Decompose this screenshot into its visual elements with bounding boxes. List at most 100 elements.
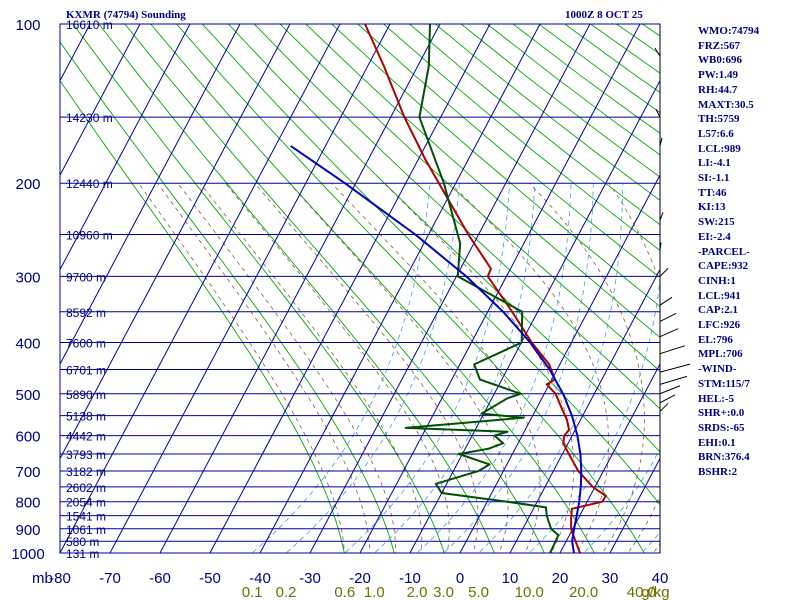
wind-barb-column <box>654 0 691 553</box>
dry-adiabat <box>176 24 645 553</box>
index-item: MAXT:30.5 <box>698 98 754 111</box>
isotherm <box>359 24 641 553</box>
isotherm <box>159 24 441 553</box>
index-item: LI:-4.1 <box>698 157 731 170</box>
dry-adiabat <box>305 24 660 339</box>
mixing-ratio-label: 3.0 <box>433 584 454 600</box>
index-item: -PARCEL- <box>698 245 750 258</box>
wind-barb <box>659 137 663 147</box>
moist-adiabat <box>254 182 479 553</box>
index-item: LCL:989 <box>698 142 741 155</box>
wind-barb <box>659 296 673 306</box>
index-item: BRN:376.4 <box>698 451 750 464</box>
dry-adiabat <box>150 24 595 553</box>
dry-adiabat <box>279 24 660 372</box>
temperature-tick-label: 20 <box>552 570 569 587</box>
dry-adiabat <box>60 80 345 553</box>
mixing-ratio-line <box>478 183 624 553</box>
height-label: 5138 m <box>66 410 106 424</box>
mixing-ratio-line <box>528 277 660 553</box>
dry-adiabat <box>331 24 660 308</box>
dry-adiabat <box>202 24 660 506</box>
temperature-trace <box>364 24 607 553</box>
height-label: 14230 m <box>66 111 113 125</box>
mixing-ratio-line <box>344 183 511 553</box>
index-item: L57:6.6 <box>698 127 734 140</box>
wind-barb <box>659 375 688 385</box>
index-item: LCL:941 <box>698 289 741 302</box>
isotherm <box>60 24 241 366</box>
mixing-ratio-line <box>285 183 460 553</box>
mixing-ratio-label: 5.0 <box>468 584 489 600</box>
wind-barb <box>659 242 662 251</box>
mixing-ratio-label: 40.0 <box>627 584 656 600</box>
wind-barb <box>659 313 677 322</box>
mixing-ratio-line <box>251 183 431 553</box>
index-item: FRZ:567 <box>698 39 741 52</box>
moist-adiabat <box>383 182 575 553</box>
temperature-tick-label: 40 <box>652 570 669 587</box>
temperature-tick-label: -30 <box>299 570 321 587</box>
moist-adiabat <box>608 182 660 553</box>
temperature-tick-label: -10 <box>399 570 421 587</box>
mixing-ratio-line <box>373 183 536 553</box>
index-item: SRDS:-65 <box>698 421 745 434</box>
dry-adiabat <box>357 24 660 279</box>
index-item: RH:44.7 <box>698 83 738 96</box>
moist-adiabat <box>529 182 645 553</box>
height-label: 1061 m <box>66 523 106 537</box>
index-item: PW:1.49 <box>698 69 739 82</box>
index-item: EI:-2.4 <box>698 230 731 243</box>
isotherm <box>60 24 191 271</box>
isotherm <box>559 363 660 553</box>
moist-adiabat <box>199 182 423 553</box>
pressure-tick-label: 1000 <box>11 546 44 563</box>
wind-barb <box>659 403 669 412</box>
moist-adiabat <box>177 182 396 553</box>
height-label: 2602 m <box>66 481 106 495</box>
wind-barb <box>659 345 686 355</box>
height-label: 7600 m <box>66 336 106 350</box>
isotherm <box>209 24 491 553</box>
index-item: EHI:0.1 <box>698 436 736 449</box>
isotherm <box>60 24 141 177</box>
wind-barb <box>655 108 661 118</box>
pressure-tick-label: 100 <box>15 17 40 34</box>
index-item: LFC:926 <box>698 319 741 332</box>
height-label: 16610 m <box>66 18 113 32</box>
observation-time: 1000Z 8 OCT 25 <box>565 9 643 21</box>
dry-adiabat <box>60 41 395 553</box>
pressure-axis-label: mb <box>32 570 53 587</box>
isotherm <box>309 24 591 553</box>
wind-barb <box>659 363 691 373</box>
temperature-tick-label: -70 <box>99 570 121 587</box>
height-label: 131 m <box>66 547 99 561</box>
mixing-ratio-label: 20.0 <box>569 584 598 600</box>
moist-adiabat <box>449 182 610 553</box>
dry-adiabat <box>383 24 660 251</box>
isotherm <box>509 268 660 553</box>
mixing-ratio-label: 2.0 <box>407 584 428 600</box>
temperature-tick-label: -20 <box>349 570 371 587</box>
dewpoint-trace <box>404 24 560 553</box>
index-item: STM:115/7 <box>698 377 750 390</box>
height-label: 12440 m <box>66 177 113 191</box>
isotherm <box>459 174 660 553</box>
wind-barb <box>659 212 664 221</box>
pressure-tick-label: 400 <box>15 335 40 352</box>
index-item: TT:46 <box>698 186 727 199</box>
plot-area <box>60 24 660 553</box>
temperature-tick-label: -50 <box>199 570 221 587</box>
index-item: HEL:-5 <box>698 392 735 405</box>
pressure-tick-label: 700 <box>15 464 40 481</box>
height-label: 4442 m <box>66 430 106 444</box>
height-label: 580 m <box>66 535 99 549</box>
mixing-ratio-label: 0.2 <box>276 584 297 600</box>
height-label: 1541 m <box>66 510 106 524</box>
height-label: 9700 m <box>66 270 106 284</box>
mixing-ratio-line <box>443 183 594 553</box>
index-item: WB0:696 <box>698 54 742 67</box>
index-item: -WIND- <box>698 363 737 376</box>
pressure-tick-label: 900 <box>15 522 40 539</box>
